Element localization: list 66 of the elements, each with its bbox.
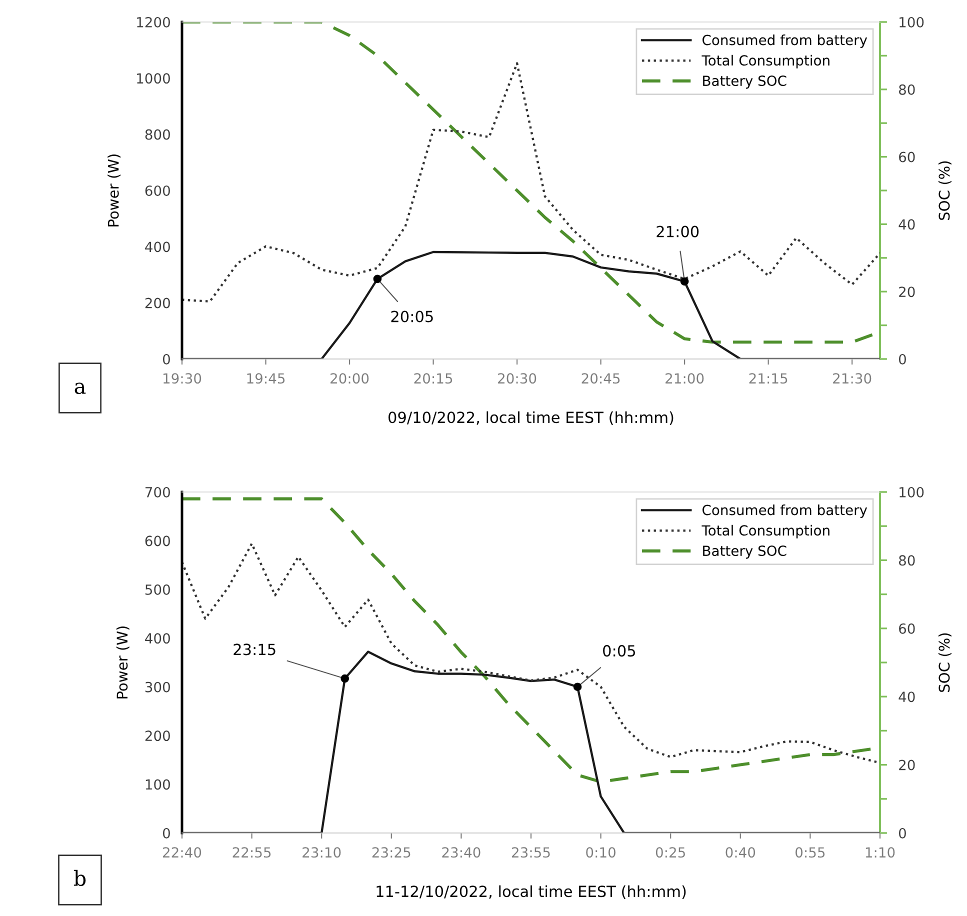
x-tick-label: 22:40 [163,847,202,858]
x-tick-label: 20:45 [582,373,620,384]
text: b [74,870,86,886]
y2-tick-label: 100 [900,486,924,498]
y-tick-label: 600 [145,536,170,546]
y2-axis-title: SOC (%) [938,633,952,692]
y-tick-label: 0 [162,354,170,364]
y-tick-label: 800 [145,129,170,140]
annotation: 21:00 [656,226,699,238]
x-tick-label: 23:25 [372,847,410,858]
line-series [182,250,880,359]
x-tick-label: 23:55 [512,847,550,858]
y-tick-label: 600 [145,185,170,196]
y-axis-title: Power (W) [108,154,121,226]
annotation: 0:05 [603,645,636,657]
x-tick-label: 21:00 [666,373,704,384]
x-axis-title: 09/10/2022, local time EEST (hh:mm) [388,411,674,425]
y-tick-label: 300 [145,682,170,692]
y-axis-title: Power (W) [116,626,130,698]
x-tick-label: 21:15 [749,373,788,384]
x-tick-label: 19:30 [164,373,202,384]
y-tick-label: 500 [145,584,170,595]
x-tick-label: 20:00 [330,373,369,384]
x-tick-label: 0:25 [656,847,685,858]
y2-tick-label: 0 [898,828,906,838]
y2-tick-label: 60 [899,623,915,634]
legend-label: Consumed from battery [702,34,868,48]
y-tick-label: 200 [145,298,170,308]
y-tick-label: 200 [145,730,170,742]
y2-axis-title: SOC (%) [938,161,952,220]
x-tick-label: 20:15 [414,373,452,384]
x-tick-label: 0:10 [586,847,616,858]
y-tick-label: 0 [162,828,170,838]
y2-tick-label: 40 [898,692,915,702]
y-tick-label: 400 [145,633,170,644]
legend-label: Battery SOC [703,546,786,559]
legend-label: Battery SOC [703,76,786,89]
legend-label: Total Consumption [702,54,830,68]
y2-tick-label: 80 [898,84,915,95]
y2-tick-label: 100 [900,16,924,28]
y-tick-label: 700 [146,486,170,498]
y2-tick-label: 80 [898,555,915,566]
text: a [74,382,86,394]
y2-tick-label: 60 [899,152,915,162]
y2-tick-label: 20 [899,286,915,298]
x-tick-label: 22:55 [232,847,271,858]
x-axis-title: 11-12/10/2022, local time EEST (hh:mm) [376,885,686,899]
y-tick-label: 100 [146,779,170,790]
annotation: 20:05 [391,310,433,322]
legend-label: Consumed from battery [702,504,868,518]
x-tick-label: 23:40 [442,847,480,858]
legend-label: Total Consumption [702,524,830,538]
y2-tick-label: 40 [898,219,915,230]
x-tick-label: 0:55 [796,847,825,858]
annotation: 23:15 [234,644,276,656]
x-tick-label: 19:45 [247,373,285,384]
y-tick-label: 1200 [137,16,170,28]
y2-tick-label: 20 [899,760,915,770]
y-tick-label: 1000 [137,73,170,84]
x-tick-label: 1:10 [866,847,895,858]
y-tick-label: 400 [145,242,170,252]
x-tick-label: 21:30 [833,373,872,384]
y2-tick-label: 0 [898,354,906,364]
x-tick-label: 0:40 [726,847,756,858]
x-tick-label: 23:10 [302,847,341,858]
x-tick-label: 20:30 [498,373,536,384]
